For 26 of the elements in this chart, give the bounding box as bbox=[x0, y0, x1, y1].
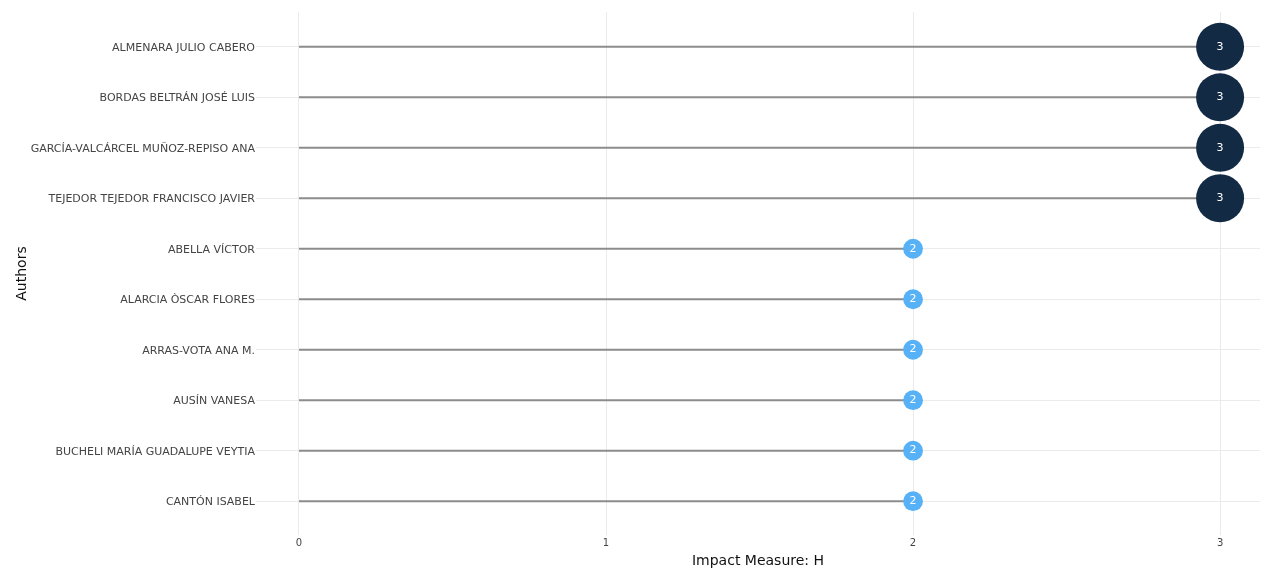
x-tick-label: 0 bbox=[295, 537, 303, 548]
y-tick-label: ABELLA VÍCTOR bbox=[167, 242, 256, 256]
data-label: 2 bbox=[909, 493, 917, 507]
y-tick-label: ALARCIA ÒSCAR FLORES bbox=[120, 293, 256, 307]
y-tick-label: BUCHELI MARÍA GUADALUPE VEYTIA bbox=[55, 444, 256, 458]
y-tick-label: BORDAS BELTRÁN JOSÉ LUIS bbox=[99, 91, 256, 105]
y-tick-label: TEJEDOR TEJEDOR FRANCISCO JAVIER bbox=[47, 192, 256, 206]
x-tick-label: 3 bbox=[1216, 537, 1224, 548]
x-axis-title: Impact Measure: H bbox=[691, 552, 825, 569]
data-label: 3 bbox=[1216, 191, 1224, 205]
y-tick-label: CANTÓN ISABEL bbox=[165, 495, 256, 509]
y-tick-label: ALMENARA JULIO CABERO bbox=[112, 40, 256, 54]
data-label: 3 bbox=[1216, 90, 1224, 104]
y-tick-label: AUSÍN VANESA bbox=[173, 394, 256, 408]
x-tick-label: 1 bbox=[602, 537, 610, 548]
data-label: 2 bbox=[909, 392, 917, 406]
data-label: 2 bbox=[909, 241, 917, 255]
y-tick-label: ARRAS-VOTA ANA M. bbox=[142, 343, 255, 357]
x-tick-label: 2 bbox=[909, 537, 917, 548]
data-label: 3 bbox=[1216, 39, 1224, 53]
y-axis-title: Authors bbox=[13, 246, 30, 301]
y-tick-label: GARCÍA-VALCÁRCEL MUÑOZ-REPISO ANA bbox=[30, 141, 256, 155]
data-label: 3 bbox=[1216, 140, 1224, 154]
data-label: 2 bbox=[909, 292, 917, 305]
data-label: 2 bbox=[909, 342, 917, 356]
data-label: 2 bbox=[909, 443, 917, 457]
